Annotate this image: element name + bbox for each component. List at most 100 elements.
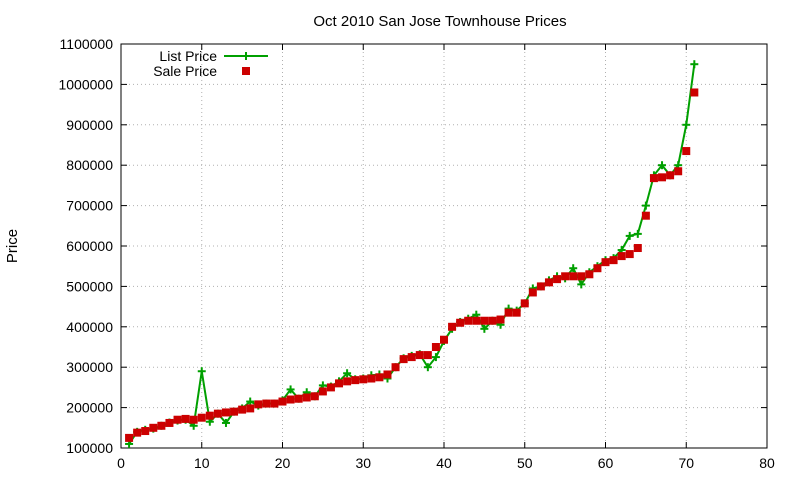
legend-label-sale-price: Sale Price (153, 63, 217, 79)
point-sale-price (173, 415, 182, 424)
point-sale-price (326, 383, 335, 392)
point-sale-price (375, 373, 384, 382)
x-tick-label: 80 (759, 455, 775, 471)
point-sale-price (302, 393, 311, 402)
point-sale-price (674, 167, 683, 176)
series-sale-price (125, 88, 699, 442)
point-sale-price (666, 171, 675, 180)
y-tick-label: 1000000 (58, 76, 113, 92)
point-sale-price (141, 427, 150, 436)
point-sale-price (254, 400, 263, 409)
point-sale-price (561, 272, 570, 281)
point-list-price (423, 363, 432, 372)
point-sale-price (310, 392, 319, 401)
point-sale-price (464, 316, 473, 325)
point-sale-price (359, 375, 368, 384)
point-sale-price (512, 308, 521, 317)
point-sale-price (335, 379, 344, 388)
point-sale-price (423, 351, 432, 360)
point-sale-price (367, 374, 376, 383)
point-sale-price (213, 409, 222, 418)
point-sale-price (440, 335, 448, 344)
point-sale-price (601, 258, 610, 267)
point-sale-price (205, 411, 214, 420)
x-tick-label: 40 (436, 455, 452, 471)
point-sale-price (544, 278, 553, 287)
point-sale-price (399, 355, 408, 364)
point-list-price (690, 60, 699, 69)
series-line-list-price (128, 64, 696, 445)
point-sale-price (415, 351, 424, 360)
point-sale-price (520, 299, 529, 308)
point-sale-price (528, 288, 537, 297)
point-sale-price (165, 418, 174, 427)
legend-marker-list-price (242, 52, 250, 60)
point-sale-price (496, 315, 505, 324)
point-sale-price (625, 250, 634, 259)
y-tick-label: 200000 (66, 400, 113, 416)
y-tick-label: 400000 (66, 319, 113, 335)
point-sale-price (585, 270, 594, 279)
point-sale-price (351, 376, 360, 385)
ticks: 0 10 20 30 40 50 60 70 80 100000 200000 300000 40000… (58, 36, 775, 471)
point-list-price (286, 385, 295, 394)
legend: List Price Sale Price (153, 48, 268, 79)
point-sale-price (617, 252, 626, 261)
point-sale-price (230, 407, 239, 416)
point-sale-price (343, 377, 352, 386)
y-tick-label: 900000 (66, 117, 113, 133)
point-sale-price (189, 415, 198, 424)
y-axis-label: Price (4, 229, 21, 263)
point-sale-price (125, 433, 134, 442)
point-sale-price (633, 244, 642, 253)
point-sale-price (649, 174, 658, 183)
point-sale-price (553, 275, 562, 284)
y-tick-label: 600000 (66, 238, 113, 254)
point-list-price (569, 264, 578, 273)
point-list-price (480, 324, 489, 333)
x-tick-label: 20 (275, 455, 291, 471)
x-tick-label: 0 (117, 455, 125, 471)
point-sale-price (133, 428, 142, 437)
point-sale-price (238, 405, 247, 414)
y-tick-label: 1100000 (60, 36, 114, 52)
point-list-price (625, 231, 634, 240)
point-sale-price (480, 316, 489, 325)
y-tick-label: 800000 (66, 157, 113, 173)
point-sale-price (504, 308, 513, 317)
point-sale-price (682, 147, 691, 156)
point-sale-price (383, 370, 392, 379)
point-sale-price (278, 397, 287, 406)
point-sale-price (641, 211, 650, 220)
point-list-price (633, 229, 642, 238)
point-sale-price (149, 423, 158, 432)
series-list-price (125, 60, 699, 448)
x-tick-label: 60 (598, 455, 614, 471)
point-sale-price (472, 316, 481, 325)
point-sale-price (294, 394, 303, 403)
point-list-price (221, 418, 230, 427)
point-list-price (682, 120, 691, 129)
x-tick-label: 10 (194, 455, 210, 471)
point-list-price (431, 353, 440, 362)
point-sale-price (593, 264, 602, 273)
point-sale-price (246, 404, 255, 413)
point-sale-price (488, 316, 497, 325)
point-sale-price (536, 282, 545, 291)
point-sale-price (690, 88, 699, 97)
point-list-price (658, 161, 667, 170)
point-sale-price (577, 272, 586, 281)
point-sale-price (181, 414, 190, 423)
y-tick-label: 500000 (66, 278, 113, 294)
point-sale-price (270, 399, 279, 408)
point-list-price (641, 201, 650, 210)
y-tick-label: 100000 (66, 440, 113, 456)
point-list-price (197, 367, 206, 376)
point-sale-price (569, 272, 578, 281)
x-tick-label: 50 (517, 455, 533, 471)
point-list-price (246, 397, 255, 406)
point-sale-price (456, 318, 465, 327)
series (125, 60, 699, 448)
point-sale-price (391, 363, 400, 372)
